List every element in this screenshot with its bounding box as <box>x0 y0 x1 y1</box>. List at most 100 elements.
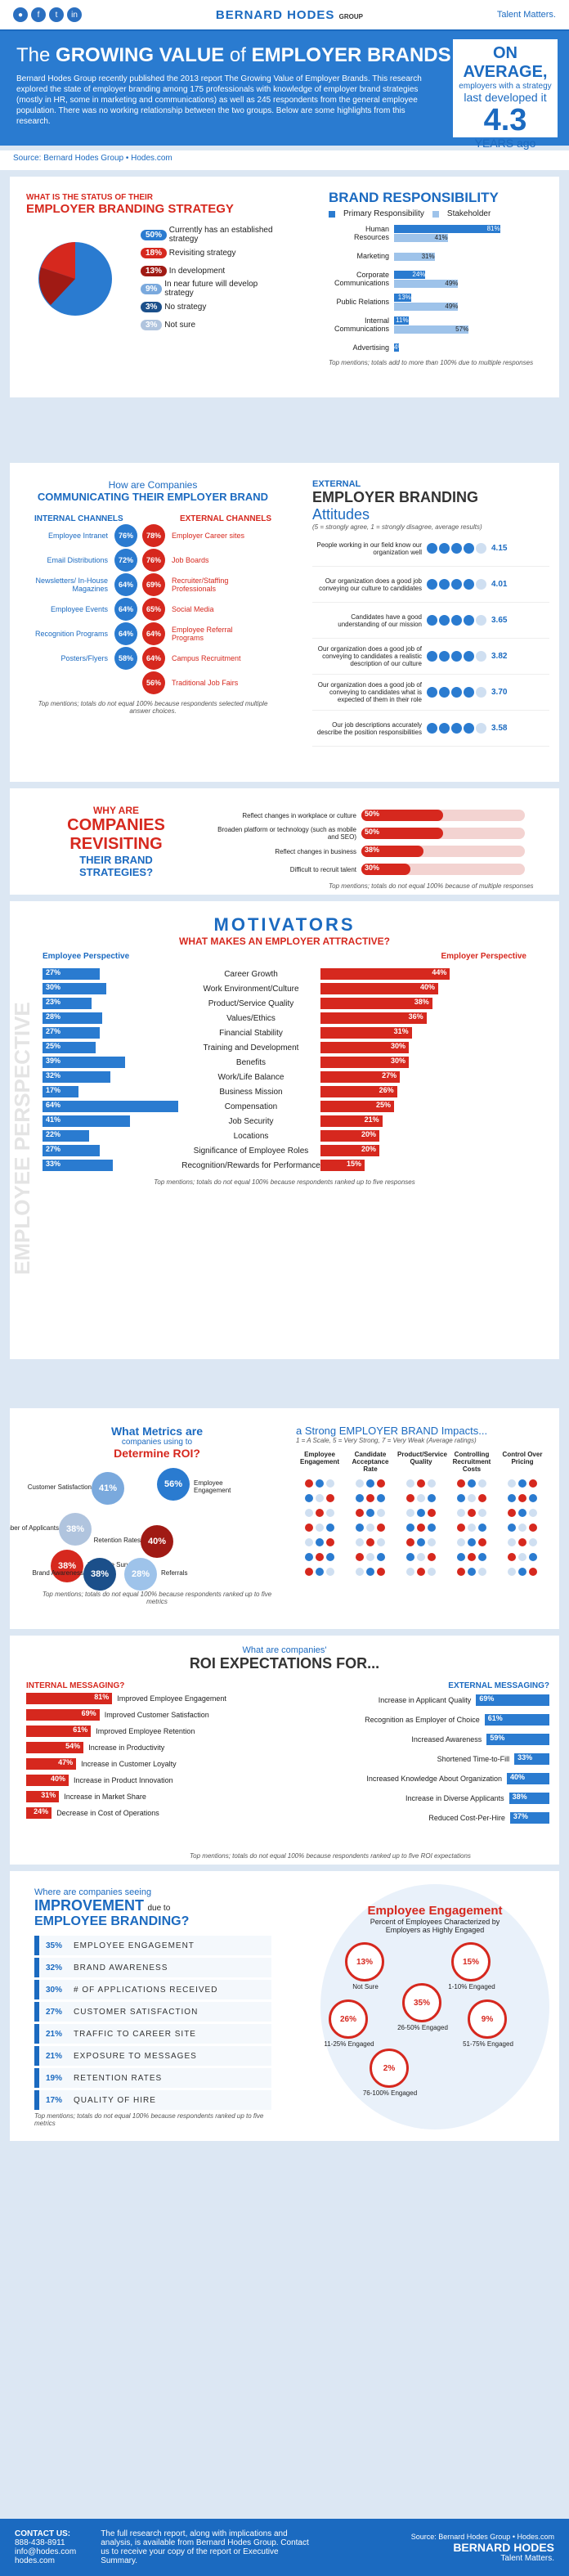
rating-dot <box>439 687 450 698</box>
footer-logo[interactable]: BERNARD HODES <box>453 2540 554 2554</box>
motivator-label: Work/Life Balance <box>217 1072 284 1082</box>
rating-dot <box>476 615 486 626</box>
social-icon[interactable]: ● <box>13 7 28 22</box>
revisit-t3: REVISITING <box>69 835 163 853</box>
employee-bar-track: 25% <box>43 1042 181 1053</box>
attitude-rating-dots <box>427 723 486 734</box>
facebook-icon[interactable]: f <box>31 7 46 22</box>
rating-dot <box>476 723 486 734</box>
employer-bar: 36% <box>320 1012 427 1024</box>
brand-logo[interactable]: BERNARD HODES GROUP <box>216 8 363 22</box>
improve-row: 30% # OF APPLICATIONS RECEIVED <box>34 1980 271 1999</box>
contact-email[interactable]: info@hodes.com <box>15 2547 77 2556</box>
impacts-cell <box>347 1568 394 1582</box>
improve-row: 17% QUALITY OF HIRE <box>34 2090 271 2110</box>
impacts-cell <box>448 1524 495 1538</box>
impact-dot <box>417 1568 425 1576</box>
rating-dot <box>451 579 462 590</box>
responsibility-bars: 24% 49% <box>394 270 533 288</box>
contact-site[interactable]: hodes.com <box>15 2556 55 2565</box>
internal-channel-pct <box>114 671 137 694</box>
internal-channel-label: Recognition Programs <box>34 630 108 638</box>
channels-note: Top mentions; totals do not equal 100% b… <box>38 700 268 715</box>
impact-dot <box>478 1494 486 1502</box>
motivator-row: 30% Work Environment/Culture 40% <box>43 982 559 995</box>
metric-bubble: 38% <box>51 1550 83 1582</box>
roi-internal-row: 47% Increase in Customer Loyalty <box>26 1756 271 1772</box>
roi-external-label: Recognition as Employer of Choice <box>365 1716 480 1724</box>
improve-row: 21% TRAFFIC TO CAREER SITE <box>34 2024 271 2044</box>
channel-row: Email Distributions 72% 76% Job Boards <box>34 548 271 572</box>
employee-bar: 32% <box>43 1071 111 1083</box>
engagement-label: 51-75% Engaged <box>463 2040 513 2048</box>
employer-bar-track: 38% <box>320 998 459 1009</box>
impacts-col: Employee Engagement <box>299 1451 339 1465</box>
revisit-row: Reflect changes in workplace or culture 5… <box>214 806 541 824</box>
rating-dot <box>451 615 462 626</box>
avg-line2: employers with a strategy <box>459 82 552 91</box>
impacts-cell <box>397 1494 445 1509</box>
roi-internal-row: 24% Decrease in Cost of Operations <box>26 1805 271 1821</box>
footer-source[interactable]: Source: Bernard Hodes Group • Hodes.com <box>410 2532 554 2541</box>
revisit-row: Broaden platform or technology (such as … <box>214 824 541 842</box>
improve-pct: 35% <box>46 1941 63 1950</box>
social-links: ● f t in <box>13 7 82 22</box>
improve-pct: 21% <box>46 2029 63 2039</box>
status-section: WHAT is THE STATUS of THEIR EMPLOYER BRA… <box>10 177 559 397</box>
twitter-icon[interactable]: t <box>49 7 64 22</box>
roi-external-label: Increase in Diverse Applicants <box>405 1794 504 1802</box>
roi-internal-bar: 69% <box>26 1709 100 1721</box>
rating-dot <box>451 723 462 734</box>
revisit-track: 50% <box>361 828 525 839</box>
impact-dot <box>366 1553 374 1561</box>
roi-internal-label: Increase in Productivity <box>88 1744 165 1752</box>
impact-dot <box>326 1553 334 1561</box>
roi-internal-row: 69% Improved Customer Satisfaction <box>26 1707 271 1723</box>
rating-dot <box>476 579 486 590</box>
channel-row: Posters/Flyers 58% 64% Campus Recruitment <box>34 646 271 671</box>
employee-bar-track: 32% <box>43 1071 181 1083</box>
revisit-fill: 50% <box>361 810 443 821</box>
impact-dot <box>356 1479 364 1488</box>
metric-label: Referrals <box>161 1569 188 1577</box>
metrics-bubbles: 41% Customer Satisfaction 56% Employee Enga… <box>10 1468 280 1591</box>
source-link[interactable]: Source: Bernard Hodes Group • Hodes.com <box>0 150 569 170</box>
channel-row: Newsletters/ In-House Magazines 64% 69% Rec… <box>34 572 271 597</box>
footer-tagline: Talent Matters. <box>500 2553 554 2563</box>
attitudes-title3: Attitudes <box>312 506 370 523</box>
employee-bar-track: 41% <box>43 1115 181 1127</box>
employer-bar-track: 40% <box>320 983 459 994</box>
top-bar: ● f t in BERNARD HODES GROUP Talent Matt… <box>0 0 569 31</box>
employer-bar-track: 44% <box>320 968 459 980</box>
roi-internal-title: INTERNAL MESSAGING? <box>26 1681 125 1690</box>
employer-bar-track: 31% <box>320 1027 459 1039</box>
attitude-value: 4.01 <box>491 580 508 589</box>
motivator-label: Financial Stability <box>219 1028 283 1038</box>
improve-label: BRAND AWARENESS <box>74 1963 168 1972</box>
attitude-rating-dots <box>427 543 486 554</box>
impacts-row <box>296 1494 549 1509</box>
improve-pct: 32% <box>46 1963 63 1972</box>
internal-channel-label: Posters/Flyers <box>60 654 108 662</box>
linkedin-icon[interactable]: in <box>67 7 82 22</box>
roi-internal-bar: 24% <box>26 1807 52 1819</box>
status-list: 50% Currently has an established strateg… <box>141 226 288 334</box>
metric-label: Number of Applicants <box>10 1524 59 1532</box>
roi-internal-row: 54% Increase in Productivity <box>26 1739 271 1756</box>
impact-dot <box>508 1524 516 1532</box>
employer-bar: 20% <box>320 1130 379 1142</box>
contact-phone[interactable]: 888-438-8911 <box>15 2538 65 2547</box>
roi-external: EXTERNAL MESSAGING? Increase in Applican… <box>288 1681 549 1828</box>
status-pct: 3% <box>141 301 163 312</box>
internal-channel-pct: 64% <box>114 622 137 645</box>
employee-bar-track: 27% <box>43 968 181 980</box>
responsibility-label: Public Relations <box>336 298 389 306</box>
employee-bar: 27% <box>43 968 101 980</box>
impact-dot <box>468 1494 476 1502</box>
stakeholder-bar: 41% <box>394 233 448 242</box>
channels-section: How are Companies COMMUNICATING Their EM… <box>10 463 559 782</box>
attitudes-rows: People working in our field know our org… <box>312 531 549 747</box>
improve-row: 27% CUSTOMER SATISFACTION <box>34 2002 271 2022</box>
motivator-row: 39% Benefits 30% <box>43 1056 559 1069</box>
improve-section: Where are companies seeing IMPROVEMENT d… <box>10 1871 559 2141</box>
